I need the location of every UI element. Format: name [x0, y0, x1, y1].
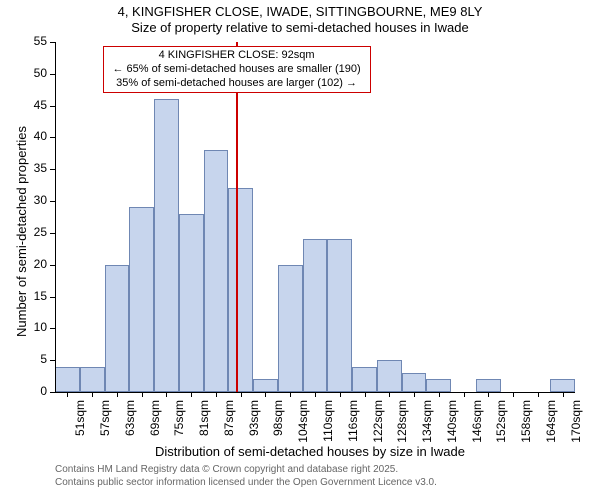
x-tick [265, 392, 266, 397]
x-tick [439, 392, 440, 397]
histogram-bar [179, 214, 204, 392]
x-tick-label: 81sqm [197, 400, 211, 460]
x-tick [290, 392, 291, 397]
y-tick-label: 50 [17, 66, 47, 80]
y-tick-label: 15 [17, 289, 47, 303]
x-tick [166, 392, 167, 397]
plot-area [55, 42, 575, 392]
x-tick [365, 392, 366, 397]
x-tick [464, 392, 465, 397]
x-tick-label: 128sqm [395, 400, 409, 460]
y-tick-label: 55 [17, 34, 47, 48]
x-tick-label: 134sqm [420, 400, 434, 460]
x-tick [414, 392, 415, 397]
x-tick [92, 392, 93, 397]
x-tick-label: 110sqm [321, 400, 335, 460]
x-tick-label: 93sqm [247, 400, 261, 460]
x-tick-label: 69sqm [148, 400, 162, 460]
x-tick-label: 146sqm [470, 400, 484, 460]
y-tick-label: 45 [17, 98, 47, 112]
histogram-bar [278, 265, 303, 392]
y-tick-label: 25 [17, 225, 47, 239]
annotation-line1: 4 KINGFISHER CLOSE: 92sqm [110, 49, 364, 63]
x-tick-label: 170sqm [569, 400, 583, 460]
x-tick [241, 392, 242, 397]
x-tick [488, 392, 489, 397]
histogram-bar [352, 367, 377, 392]
y-axis-line [55, 42, 56, 392]
y-tick-label: 0 [17, 384, 47, 398]
x-tick [191, 392, 192, 397]
histogram-bar [55, 367, 80, 392]
x-tick-label: 122sqm [371, 400, 385, 460]
x-tick-label: 158sqm [519, 400, 533, 460]
histogram-bar [228, 188, 253, 392]
x-tick [67, 392, 68, 397]
x-tick-label: 75sqm [172, 400, 186, 460]
histogram-bar [476, 379, 501, 392]
histogram-bar [154, 99, 179, 392]
x-tick [513, 392, 514, 397]
x-tick-label: 104sqm [296, 400, 310, 460]
histogram-bar [327, 239, 352, 392]
histogram-bar [129, 207, 154, 392]
x-tick-label: 87sqm [222, 400, 236, 460]
annotation-box: 4 KINGFISHER CLOSE: 92sqm ← 65% of semi-… [103, 46, 371, 93]
x-tick [216, 392, 217, 397]
x-tick [315, 392, 316, 397]
x-tick [538, 392, 539, 397]
x-tick-label: 63sqm [123, 400, 137, 460]
histogram-bar [402, 373, 427, 392]
chart-container: 4, KINGFISHER CLOSE, IWADE, SITTINGBOURN… [0, 0, 600, 500]
attribution-line1: Contains HM Land Registry data © Crown c… [55, 464, 437, 477]
histogram-bar [253, 379, 278, 392]
y-tick-label: 35 [17, 161, 47, 175]
histogram-bar [377, 360, 402, 392]
x-tick [563, 392, 564, 397]
y-tick-label: 10 [17, 320, 47, 334]
x-tick-label: 116sqm [346, 400, 360, 460]
x-tick [340, 392, 341, 397]
chart-title: 4, KINGFISHER CLOSE, IWADE, SITTINGBOURN… [0, 0, 600, 20]
x-tick-label: 152sqm [494, 400, 508, 460]
x-tick-label: 140sqm [445, 400, 459, 460]
annotation-line3: 35% of semi-detached houses are larger (… [110, 77, 364, 91]
histogram-bar [426, 379, 451, 392]
marker-line [236, 42, 238, 392]
x-tick [142, 392, 143, 397]
y-tick-label: 20 [17, 257, 47, 271]
x-tick [389, 392, 390, 397]
y-tick-label: 30 [17, 193, 47, 207]
chart-subtitle: Size of property relative to semi-detach… [0, 20, 600, 35]
attribution: Contains HM Land Registry data © Crown c… [55, 464, 437, 489]
histogram-bar [80, 367, 105, 392]
histogram-bar [303, 239, 328, 392]
histogram-bar [105, 265, 130, 392]
y-tick-label: 5 [17, 352, 47, 366]
x-tick-label: 57sqm [98, 400, 112, 460]
histogram-bar [204, 150, 229, 392]
y-tick-label: 40 [17, 129, 47, 143]
x-tick-label: 164sqm [544, 400, 558, 460]
x-tick-label: 98sqm [271, 400, 285, 460]
histogram-bar [550, 379, 575, 392]
annotation-line2: ← 65% of semi-detached houses are smalle… [110, 63, 364, 77]
x-tick-label: 51sqm [73, 400, 87, 460]
x-tick [117, 392, 118, 397]
attribution-line2: Contains public sector information licen… [55, 477, 437, 490]
